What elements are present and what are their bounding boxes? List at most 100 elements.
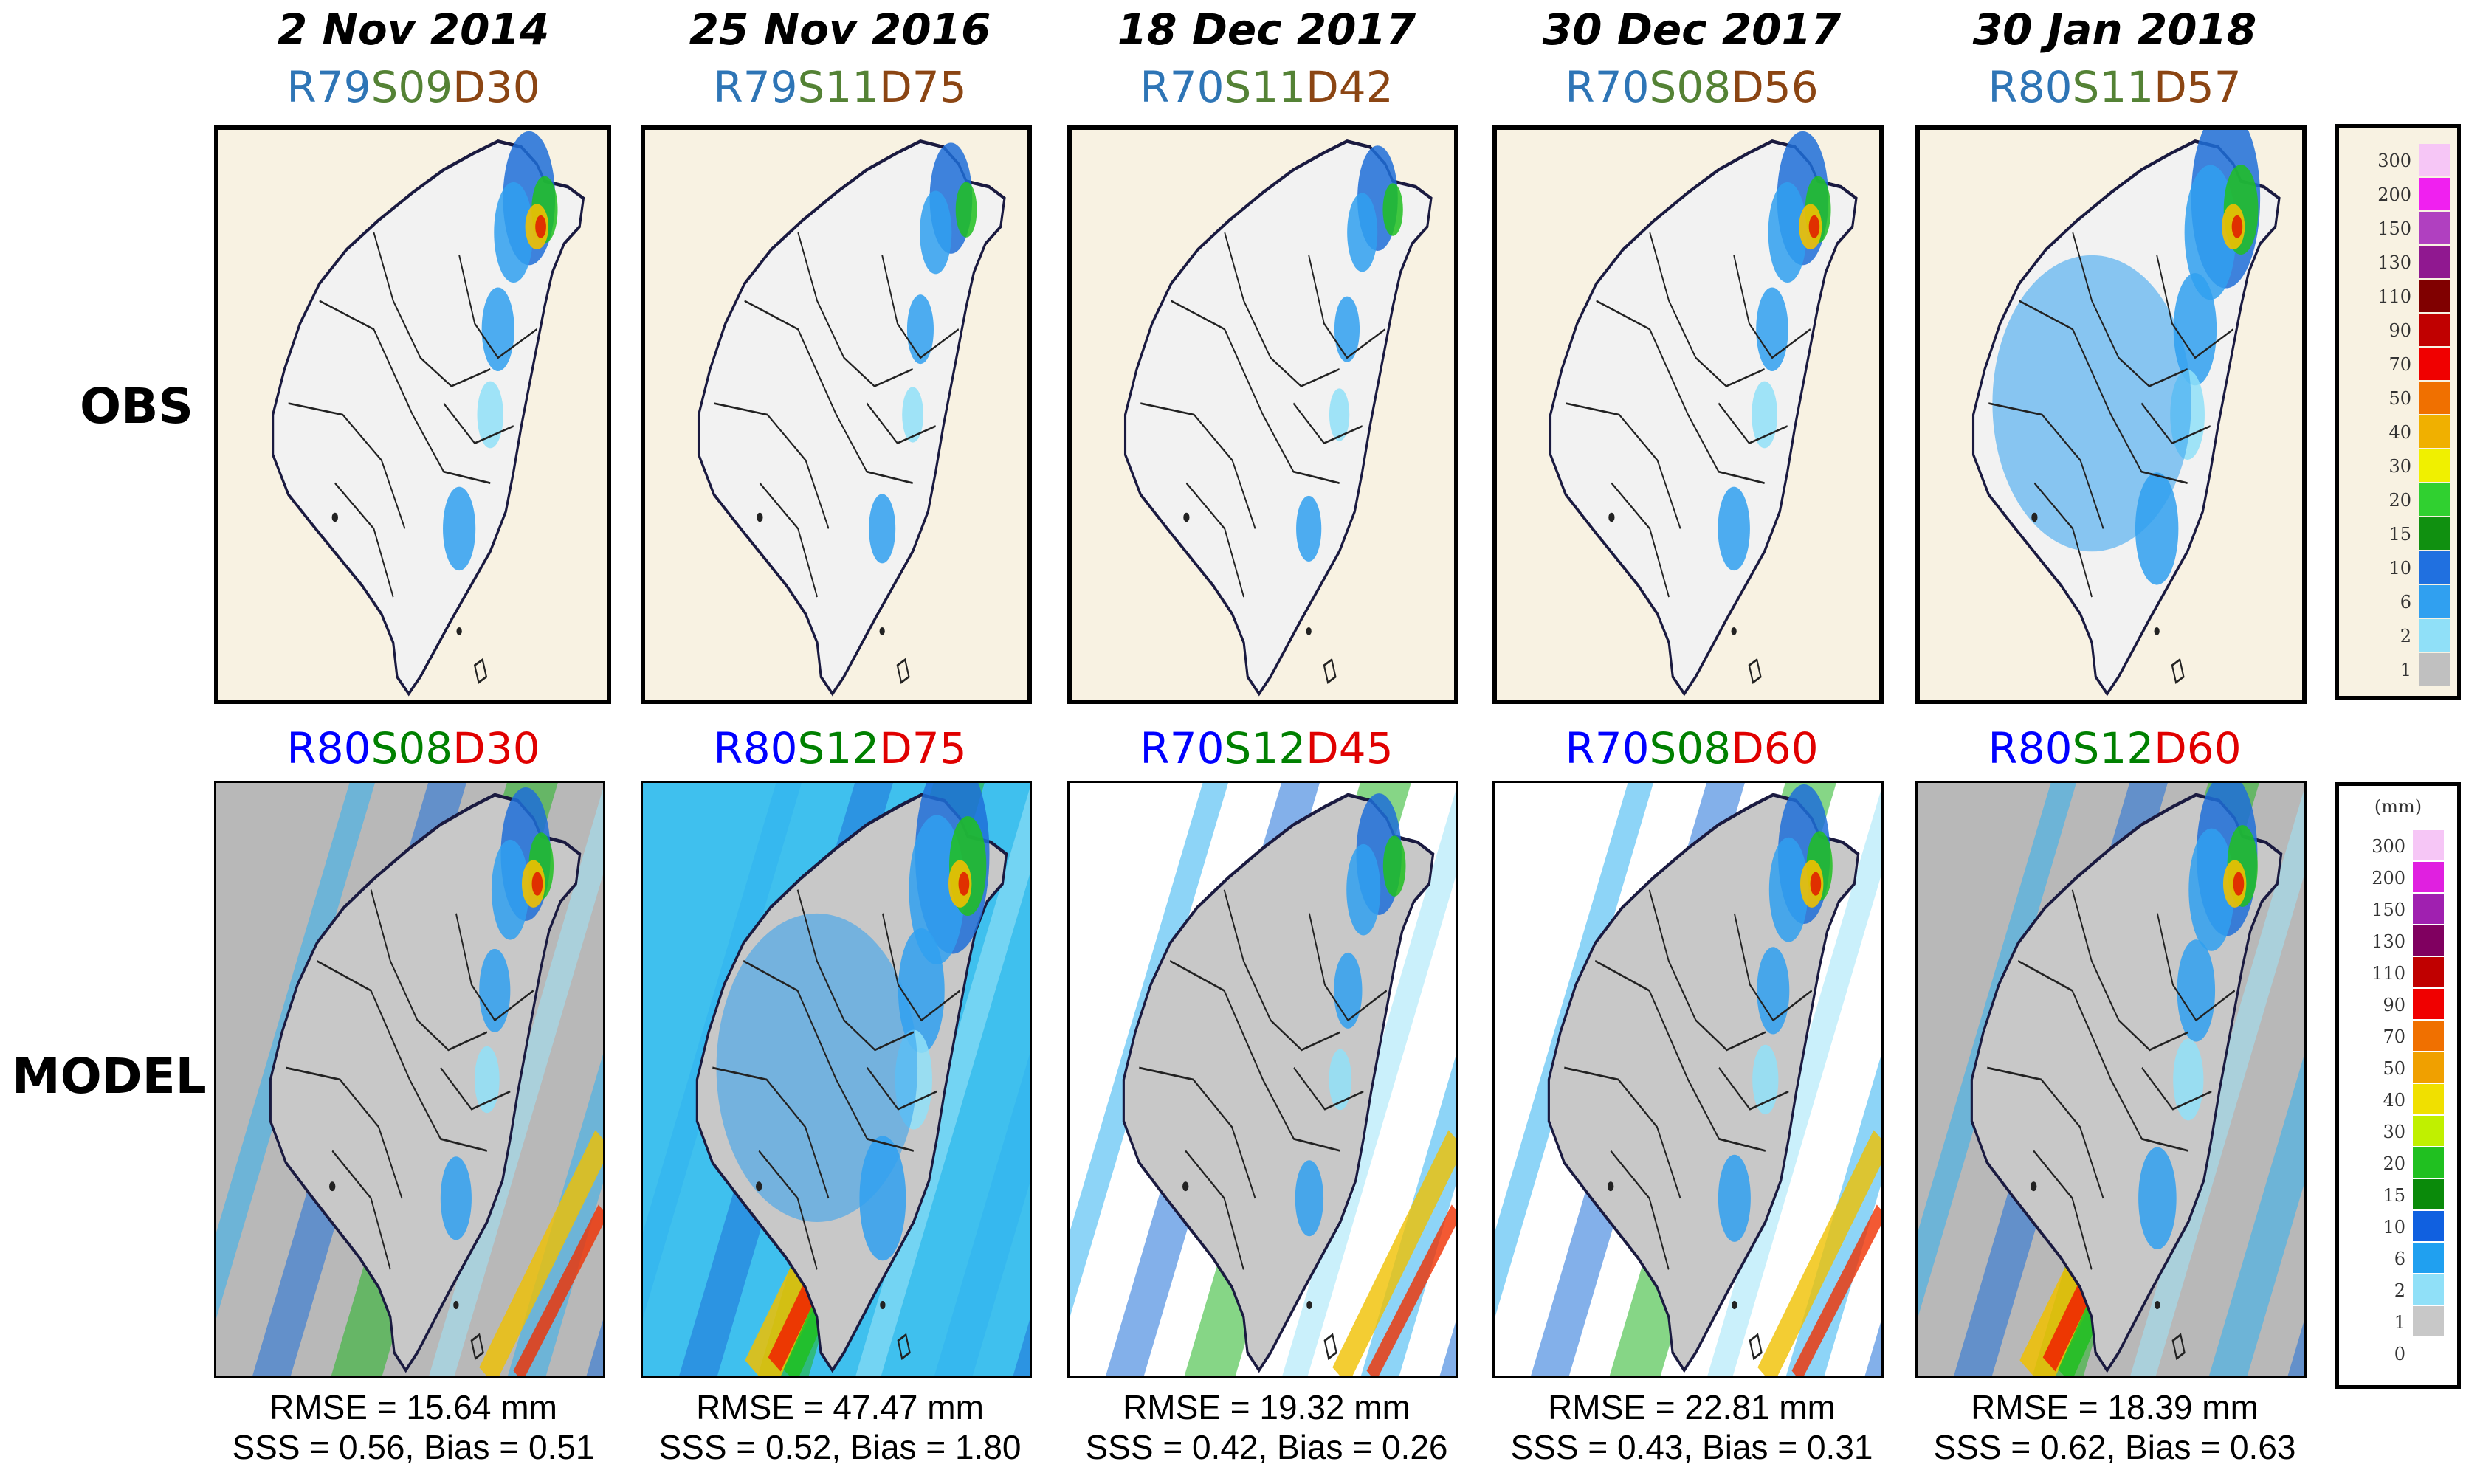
model-code-s: S12 bbox=[797, 723, 880, 773]
legend-label: 0 bbox=[2394, 1343, 2405, 1364]
legend-swatch bbox=[2419, 280, 2450, 312]
obs-code-s: S11 bbox=[2072, 62, 2155, 112]
panel-date: 25 Nov 2016 bbox=[689, 4, 991, 55]
model-code-d: D30 bbox=[452, 723, 540, 773]
model-code-s: S08 bbox=[1649, 723, 1732, 773]
legend-swatch bbox=[2413, 1338, 2444, 1368]
legend-swatch bbox=[2413, 1147, 2444, 1178]
model-map-drawing bbox=[1918, 783, 2304, 1376]
sss-bias-text: SSS = 0.56, Bias = 0.51 bbox=[232, 1428, 595, 1466]
legend-swatch bbox=[2413, 1116, 2444, 1146]
obs-code-s: S11 bbox=[797, 62, 880, 112]
legend-label: 40 bbox=[2388, 422, 2411, 443]
model-map-drawing bbox=[216, 783, 603, 1376]
model-run-code: R70S08D60 bbox=[1485, 722, 1898, 775]
legend-label: 10 bbox=[2388, 558, 2411, 579]
model-rainfall-map bbox=[214, 781, 605, 1378]
legend-label: 70 bbox=[2383, 1026, 2405, 1047]
legend-swatch bbox=[2419, 551, 2450, 584]
legend-label: 110 bbox=[2377, 286, 2411, 307]
legend-swatch bbox=[2413, 1211, 2444, 1241]
model-color-legend: (mm) 300 200 150 130 110 90 70 50 40 30 20 15 10 6 2 1 0 bbox=[2335, 782, 2461, 1389]
legend-label: 300 bbox=[2372, 835, 2405, 857]
model-code-r: R80 bbox=[1988, 723, 2073, 773]
legend-swatch bbox=[2413, 989, 2444, 1019]
legend-swatch bbox=[2413, 1306, 2444, 1336]
obs-rainfall-map bbox=[214, 125, 611, 704]
legend-label: 70 bbox=[2388, 354, 2411, 375]
obs-code-r: R79 bbox=[713, 62, 798, 112]
legend-label: 2 bbox=[2400, 626, 2411, 646]
legend-label: 90 bbox=[2383, 994, 2405, 1015]
obs-run-code: R80S11D57 bbox=[1908, 61, 2321, 114]
model-map-drawing bbox=[643, 783, 1030, 1376]
legend-label: 50 bbox=[2388, 388, 2411, 409]
legend-label: 2 bbox=[2394, 1280, 2405, 1301]
obs-run-code: R70S08D56 bbox=[1485, 61, 1898, 114]
sss-bias-text: SSS = 0.62, Bias = 0.63 bbox=[1933, 1428, 2296, 1466]
obs-code-s: S11 bbox=[1224, 62, 1306, 112]
obs-rainfall-map bbox=[1492, 125, 1884, 704]
legend-label: 6 bbox=[2400, 592, 2411, 612]
model-rainfall-map bbox=[641, 781, 1032, 1378]
obs-map-drawing bbox=[1123, 139, 1433, 697]
legend-swatch bbox=[2413, 1274, 2444, 1305]
legend-label: 40 bbox=[2383, 1089, 2405, 1111]
legend-swatch bbox=[2419, 144, 2450, 176]
panel-date: 2 Nov 2014 bbox=[277, 4, 550, 55]
legend-label: 150 bbox=[2372, 899, 2405, 920]
legend-label: 130 bbox=[2372, 931, 2405, 952]
model-code-r: R70 bbox=[1565, 723, 1650, 773]
legend-label: 50 bbox=[2383, 1057, 2405, 1079]
model-code-d: D75 bbox=[879, 723, 967, 773]
model-code-r: R80 bbox=[286, 723, 371, 773]
legend-swatch bbox=[2419, 619, 2450, 652]
legend-swatch bbox=[2413, 1021, 2444, 1051]
row-label-obs: OBS bbox=[80, 378, 193, 435]
obs-code-s: S08 bbox=[1649, 62, 1732, 112]
model-rainfall-map bbox=[1492, 781, 1884, 1378]
legend-swatch bbox=[2413, 1243, 2444, 1273]
obs-run-code: R70S11D42 bbox=[1060, 61, 1473, 114]
row-label-model: MODEL bbox=[12, 1048, 207, 1105]
legend-label: 20 bbox=[2383, 1153, 2405, 1174]
obs-map-drawing bbox=[1971, 130, 2281, 697]
legend-label: 10 bbox=[2383, 1216, 2405, 1238]
legend-swatch bbox=[2413, 862, 2444, 892]
model-code-d: D60 bbox=[1731, 723, 1819, 773]
obs-code-d: D30 bbox=[452, 62, 540, 112]
model-run-code: R80S12D75 bbox=[633, 722, 1047, 775]
obs-run-code: R79S09D30 bbox=[207, 61, 620, 114]
model-run-code: R70S12D45 bbox=[1060, 722, 1473, 775]
legend-swatch bbox=[2419, 517, 2450, 550]
legend-swatch bbox=[2419, 314, 2450, 346]
obs-code-d: D56 bbox=[1731, 62, 1819, 112]
legend-swatch bbox=[2419, 178, 2450, 210]
model-code-r: R80 bbox=[713, 723, 798, 773]
obs-code-r: R80 bbox=[1988, 62, 2073, 112]
legend-swatch bbox=[2413, 1084, 2444, 1114]
panel-date: 30 Dec 2017 bbox=[1542, 4, 1842, 55]
legend-swatch bbox=[2419, 585, 2450, 618]
legend-swatch bbox=[2419, 449, 2450, 482]
model-code-s: S12 bbox=[2072, 723, 2155, 773]
sss-bias-text: SSS = 0.52, Bias = 1.80 bbox=[658, 1428, 1022, 1466]
model-map-drawing bbox=[1495, 783, 1881, 1376]
legend-swatch bbox=[2413, 925, 2444, 956]
sss-bias-text: SSS = 0.42, Bias = 0.26 bbox=[1085, 1428, 1448, 1466]
obs-map-drawing bbox=[697, 139, 1006, 697]
panel-date: 18 Dec 2017 bbox=[1117, 4, 1416, 55]
model-code-d: D45 bbox=[1306, 723, 1394, 773]
obs-code-d: D57 bbox=[2154, 62, 2242, 112]
legend-swatch bbox=[2419, 348, 2450, 380]
legend-swatch bbox=[2419, 653, 2450, 686]
legend-swatch bbox=[2419, 212, 2450, 244]
obs-code-s: S09 bbox=[371, 62, 453, 112]
model-rainfall-map bbox=[1915, 781, 2307, 1378]
panel-date: 30 Jan 2018 bbox=[1972, 4, 2257, 55]
obs-rainfall-map bbox=[1067, 125, 1458, 704]
legend-swatch bbox=[2419, 246, 2450, 278]
model-code-d: D60 bbox=[2154, 723, 2242, 773]
legend-label: 150 bbox=[2377, 218, 2411, 239]
legend-label: 200 bbox=[2377, 184, 2411, 205]
